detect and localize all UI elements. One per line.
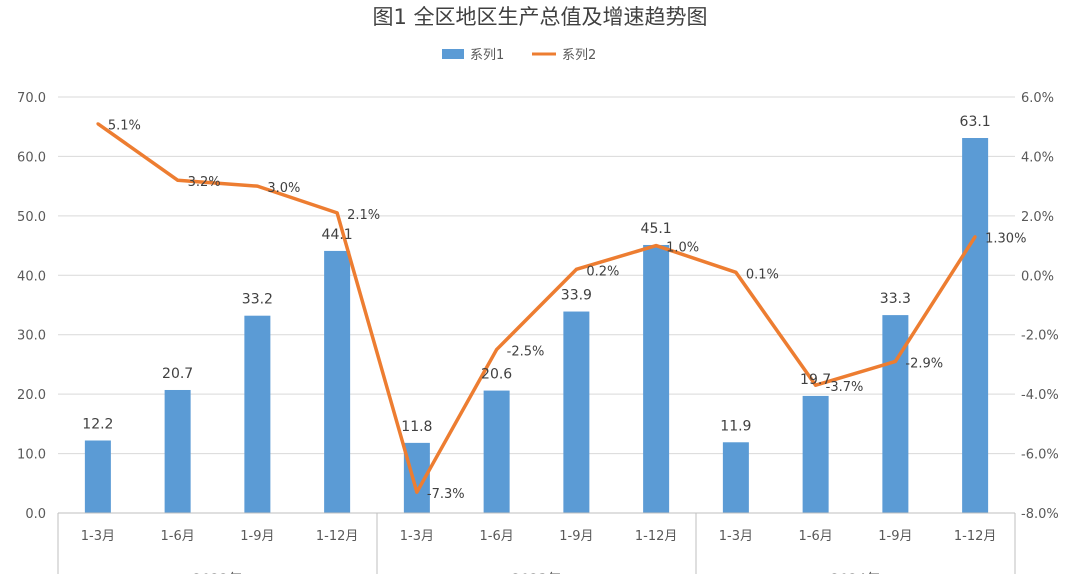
line-point <box>734 270 738 274</box>
x-tick-label: 1-9月 <box>878 529 912 544</box>
data-labels: 12.2 20.7 33.2 44.1 11.8 20.6 33.9 45.1 11.9 19.7… <box>82 114 1026 502</box>
y-left-tick-label: 20.0 <box>17 388 46 403</box>
bar <box>84 440 111 513</box>
chart-title: 图1 全区地区生产总值及增速趋势图 <box>372 5 707 29</box>
y-right-tick-label: -8.0% <box>1021 507 1059 522</box>
line-data-label: -7.3% <box>427 487 465 502</box>
legend: 系列1 系列2 <box>442 48 596 63</box>
x-tick-label: 1-3月 <box>81 529 115 544</box>
x-tick-label: 1-12月 <box>635 529 678 544</box>
bar-series <box>84 138 989 514</box>
bar-data-label: 20.6 <box>481 367 512 383</box>
line-point <box>176 178 180 182</box>
line-series <box>96 122 977 494</box>
line-data-label: 3.0% <box>267 181 300 196</box>
bar <box>164 389 191 513</box>
line-data-label: 3.2% <box>188 175 221 190</box>
y-left-tick-label: 50.0 <box>17 210 46 225</box>
x-tick-label: 1-6月 <box>161 529 195 544</box>
bar-data-label: 44.1 <box>322 227 353 243</box>
bar <box>563 311 590 513</box>
y-right-tick-label: 2.0% <box>1021 210 1054 225</box>
y-left-tick-label: 30.0 <box>17 329 46 344</box>
x-tick-label: 1-3月 <box>719 529 753 544</box>
line-data-label: 0.2% <box>586 264 619 279</box>
line-data-label: 1.0% <box>666 241 699 256</box>
line-data-label: -3.7% <box>826 380 864 395</box>
legend-label-series-2: 系列2 <box>562 48 596 63</box>
bar <box>722 442 749 513</box>
line-data-label: 5.1% <box>108 119 141 134</box>
bar <box>962 138 989 513</box>
y-left-tick-label: 10.0 <box>17 448 46 463</box>
bar-data-label: 33.3 <box>880 291 911 307</box>
x-tick-label: 1-9月 <box>559 529 593 544</box>
bar <box>802 395 829 513</box>
line-data-label: 1.30% <box>985 232 1026 247</box>
line-point <box>415 490 419 494</box>
line-point <box>893 359 897 363</box>
y-right-tick-label: -6.0% <box>1021 448 1059 463</box>
line-point <box>654 244 658 248</box>
bar <box>324 250 351 514</box>
bar-data-label: 45.1 <box>641 221 672 237</box>
line-data-label: 0.1% <box>746 267 779 282</box>
bar-data-label: 12.2 <box>82 416 113 432</box>
bar-data-label: 33.9 <box>561 288 592 304</box>
line-data-label: -2.9% <box>905 356 943 371</box>
y-left-tick-label: 0.0 <box>25 507 46 522</box>
legend-swatch-series-1 <box>442 49 464 59</box>
line-data-label: 2.1% <box>347 208 380 223</box>
line-data-label: -2.5% <box>507 345 545 360</box>
bar-data-label: 11.9 <box>720 418 751 434</box>
line-point <box>255 184 259 188</box>
x-tick-label: 1-9月 <box>240 529 274 544</box>
y-right-tick-label: 4.0% <box>1021 150 1054 165</box>
x-tick-label: 1-6月 <box>480 529 514 544</box>
line-point <box>495 348 499 352</box>
line-point <box>96 122 100 126</box>
gridlines <box>58 96 1015 455</box>
line-point <box>335 211 339 215</box>
x-tick-label: 1-3月 <box>400 529 434 544</box>
bar <box>643 244 670 513</box>
legend-label-series-1: 系列1 <box>470 48 504 63</box>
y-left-tick-label: 40.0 <box>17 269 46 284</box>
x-tick-label: 1-12月 <box>954 529 997 544</box>
x-tick-label: 1-6月 <box>799 529 833 544</box>
y-left-tick-label: 70.0 <box>17 91 46 106</box>
bar-data-label: 19.7 <box>800 372 831 388</box>
x-tick-label: 1-12月 <box>316 529 359 544</box>
y-left-tick-label: 60.0 <box>17 150 46 165</box>
line-point <box>574 267 578 271</box>
bar <box>244 315 271 513</box>
bar-data-label: 20.7 <box>162 366 193 382</box>
line-point <box>973 235 977 239</box>
line-path <box>96 122 977 494</box>
y-right-tick-label: -4.0% <box>1021 388 1059 403</box>
bar-data-label: 63.1 <box>960 114 991 130</box>
y-right-tick-label: 0.0% <box>1021 269 1054 284</box>
bar-data-label: 33.2 <box>242 292 273 308</box>
bar-data-label: 11.8 <box>401 419 432 435</box>
line-point <box>814 383 818 387</box>
bar <box>483 390 510 513</box>
y-right-tick-label: 6.0% <box>1021 91 1054 106</box>
y-right-tick-label: -2.0% <box>1021 329 1059 344</box>
